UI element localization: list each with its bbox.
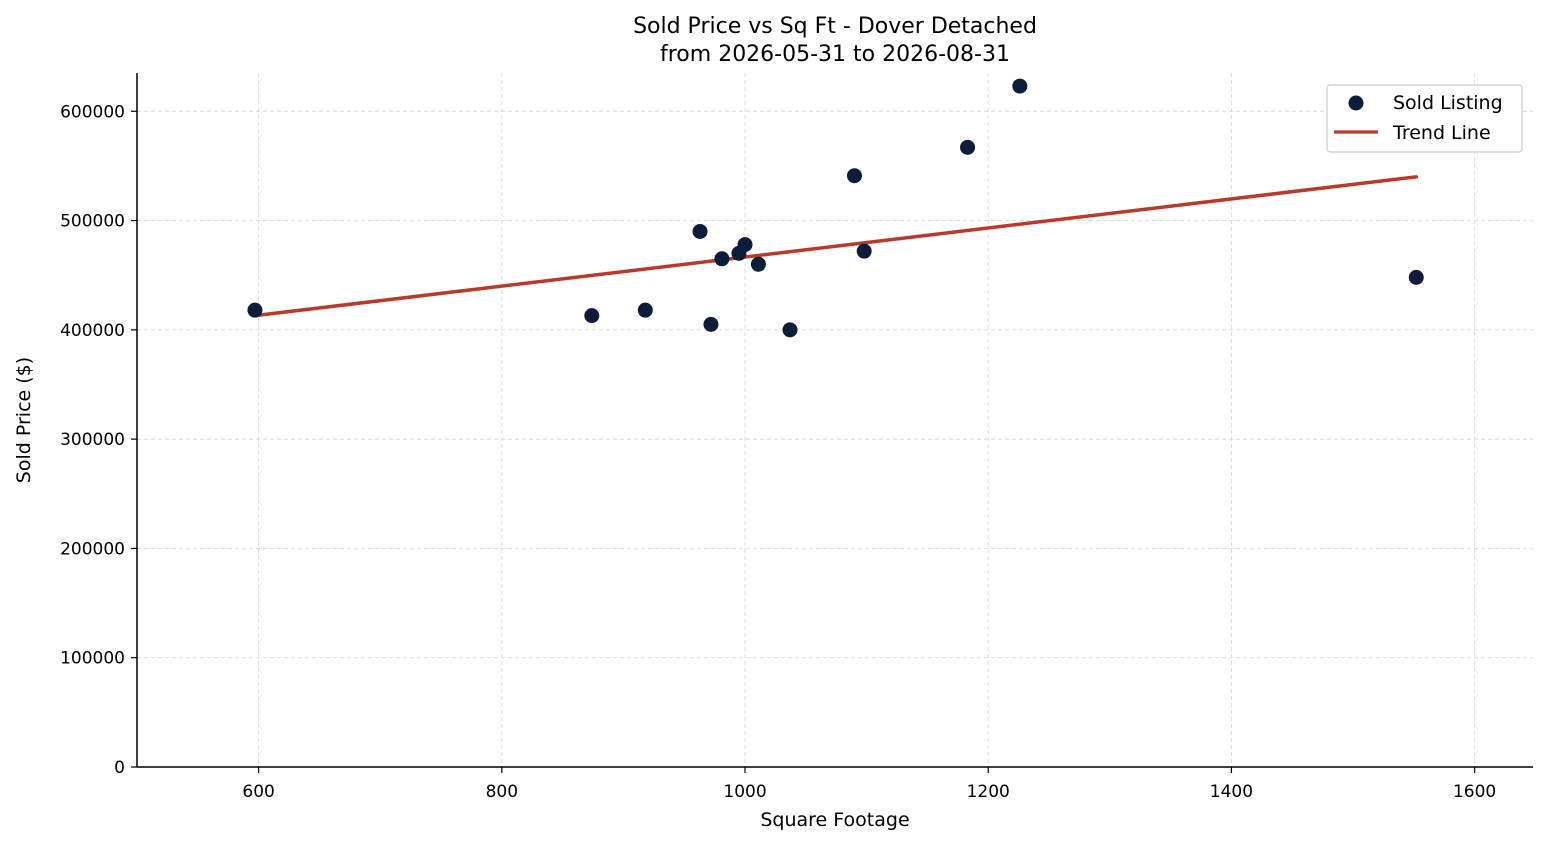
x-ticks: 600 800 1000 1200 1400 1600 (242, 767, 1496, 802)
x-tick-label: 1600 (1453, 782, 1496, 802)
trend-line-layer (253, 175, 1419, 318)
trend-line (253, 175, 1419, 318)
data-point (703, 316, 719, 332)
data-point (737, 237, 753, 253)
chart-title: Sold Price vs Sq Ft - Dover Detached (633, 14, 1037, 39)
x-tick-label: 600 (242, 782, 274, 802)
data-point (692, 223, 708, 239)
legend-label-trend-line: Trend Line (1392, 122, 1491, 144)
legend-label-sold-listing: Sold Listing (1393, 92, 1503, 114)
y-tick-label: 600000 (60, 102, 125, 122)
legend: Sold Listing Trend Line (1326, 84, 1523, 153)
data-point (856, 243, 872, 259)
y-tick-label: 200000 (60, 539, 125, 559)
x-tick-label: 1400 (1210, 782, 1253, 802)
y-axis-label: Sold Price ($) (13, 357, 35, 483)
data-point (846, 168, 862, 184)
y-tick-label: 0 (114, 758, 125, 778)
data-point (750, 256, 766, 272)
chart-subtitle: from 2026-05-31 to 2026-08-31 (660, 42, 1010, 67)
data-point (247, 302, 263, 318)
x-tick-label: 1200 (967, 782, 1010, 802)
data-point (584, 308, 600, 324)
y-tick-label: 100000 (60, 649, 125, 669)
data-point (1408, 269, 1424, 285)
axes (136, 73, 1533, 768)
x-axis-label: Square Footage (760, 809, 909, 831)
y-ticks: 0 100000 200000 300000 400000 500000 600000 (60, 102, 137, 778)
data-point (714, 251, 730, 267)
y-tick-label: 400000 (60, 321, 125, 341)
data-point (782, 322, 798, 338)
grid (137, 73, 1533, 767)
x-tick-label: 800 (486, 782, 518, 802)
y-tick-label: 300000 (60, 430, 125, 450)
legend-box (1326, 84, 1523, 153)
data-point (960, 139, 976, 155)
x-tick-label: 1000 (723, 782, 766, 802)
points-layer (247, 78, 1424, 338)
legend-marker-sold-listing (1348, 95, 1364, 111)
y-tick-label: 500000 (60, 212, 125, 232)
data-point (1012, 78, 1028, 94)
data-point (637, 302, 653, 318)
